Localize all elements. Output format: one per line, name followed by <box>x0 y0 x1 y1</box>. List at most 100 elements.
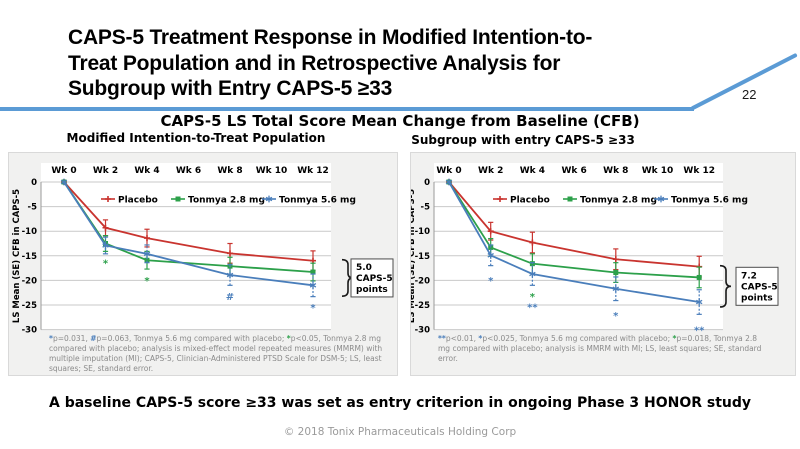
page-title-line-3: Subgroup with Entry CAPS-5 ≥33 <box>68 77 393 101</box>
y-tick-label: -20 <box>415 276 430 286</box>
chart-footnote: *p=0.031, #p=0.063, Tonmya 5.6 mg compar… <box>49 334 387 374</box>
square-marker-icon <box>696 274 702 280</box>
star-marker-icon <box>226 271 234 279</box>
plus-marker-icon <box>102 224 109 231</box>
footnote-significance-symbol: ** <box>438 334 446 343</box>
page-title: CAPS-5 Treatment Response in Modified In… <box>68 25 708 102</box>
legend-label: Tonmya 2.8 mg <box>580 196 657 206</box>
significance-marker: * <box>144 276 150 287</box>
x-axis-label: Wk 4 <box>520 166 545 176</box>
significance-marker: * <box>103 259 109 270</box>
plus-marker-icon <box>144 235 150 242</box>
square-marker-icon <box>310 269 316 275</box>
significance-marker: * <box>530 292 536 303</box>
footnote-text: p<0.05, Tonmya 2.8 mg compared with plac… <box>49 334 383 373</box>
y-tick-label: 0 <box>31 178 37 188</box>
line-chart: 0 -5 -10 -15 -20 -25 -30 Wk 0 Wk 2 Wk 4 Wk 6 Wk 8 Wk… <box>411 163 779 335</box>
x-axis-label: Wk 0 <box>51 166 76 176</box>
legend-item: Tonmya 2.8 mg <box>171 196 265 206</box>
plus-marker-icon <box>105 196 111 202</box>
square-marker-icon <box>144 257 150 263</box>
plus-marker-icon <box>497 196 503 202</box>
x-axis-label: Wk 6 <box>561 166 586 176</box>
right-chart-panel: 0 -5 -10 -15 -20 -25 -30 Wk 0 Wk 2 Wk 4 Wk 6 Wk 8 Wk… <box>410 152 796 376</box>
star-marker-icon <box>445 178 453 186</box>
x-axis-label: Wk 2 <box>93 166 118 176</box>
footnote-text: p=0.063, Tonmya 5.6 mg compared with pla… <box>96 334 287 343</box>
legend-item: Placebo <box>493 196 550 206</box>
y-tick-label: -10 <box>415 227 430 237</box>
x-axis-label: Wk 6 <box>176 166 201 176</box>
significance-marker: * <box>488 276 494 287</box>
y-tick-label: -25 <box>415 301 430 311</box>
y-tick-label: -20 <box>22 276 37 286</box>
callout-text: CAPS-5 <box>356 274 393 284</box>
plus-marker-icon <box>612 256 619 263</box>
star-marker-icon <box>60 178 68 186</box>
star-marker-icon <box>102 242 109 249</box>
legend-item: Placebo <box>101 196 158 206</box>
square-marker-icon <box>175 196 181 202</box>
x-axis-label: Wk 12 <box>297 166 329 176</box>
significance-marker: ** <box>527 303 538 314</box>
page-title-line-1: CAPS-5 Treatment Response in Modified In… <box>68 26 593 49</box>
star-marker-icon <box>612 285 620 293</box>
star-marker-icon <box>487 251 494 259</box>
difference-callout-box <box>735 266 779 306</box>
legend-label: Placebo <box>510 196 550 206</box>
plot-area <box>434 163 723 330</box>
charts-section-title: CAPS-5 LS Total Score Mean Change from B… <box>160 112 640 130</box>
legend-label: Tonmya 5.6 mg <box>279 196 356 206</box>
chart-footnote: **p<0.01, *p<0.025, Tonmya 5.6 mg compar… <box>438 334 770 364</box>
footnote-text: p=0.018, Tonmya 2.8 mg compared with pla… <box>438 334 762 363</box>
y-axis-title: LS Mean (SE) CFB in CAPS-5 <box>12 189 22 323</box>
plus-marker-icon <box>487 228 494 235</box>
footnote-text: p<0.025, Tonmya 5.6 mg compared with pla… <box>482 334 673 343</box>
y-tick-label: -15 <box>22 252 37 262</box>
significance-marker: * <box>310 303 316 314</box>
y-tick-label: -5 <box>421 203 431 213</box>
page-number: 22 <box>742 87 757 102</box>
plot-area <box>41 163 331 330</box>
y-tick-label: -30 <box>22 326 37 335</box>
y-tick-label: -5 <box>28 203 38 213</box>
significance-marker: * <box>613 311 619 322</box>
y-tick-label: -10 <box>22 227 37 237</box>
callout-text: CAPS-5 <box>741 282 778 292</box>
star-marker-icon <box>657 195 665 203</box>
significance-marker: # <box>226 292 234 303</box>
star-marker-icon <box>265 195 273 203</box>
legend-label: Placebo <box>118 196 158 206</box>
copyright-text: © 2018 Tonix Pharmaceuticals Holding Cor… <box>283 426 517 438</box>
y-tick-label: -30 <box>415 326 430 335</box>
accent-line-horizontal <box>0 107 694 111</box>
callout-text: 5.0 <box>356 263 372 273</box>
footnote-significance-symbol: * <box>49 334 53 343</box>
page-title-line-2: Treat Population and in Retrospective An… <box>68 51 561 75</box>
legend-item: Tonmya 5.6 mg <box>654 196 748 206</box>
star-marker-icon <box>529 270 536 278</box>
callout-text: 7.2 <box>741 271 757 281</box>
footnote-text: p<0.01, <box>445 334 479 343</box>
series-tonmya-5-6-mg <box>445 178 703 315</box>
square-marker-icon <box>567 196 573 202</box>
legend-label: Tonmya 2.8 mg <box>188 196 265 206</box>
star-marker-icon <box>309 281 317 289</box>
x-axis-label: Wk 0 <box>436 166 461 176</box>
star-marker-icon <box>143 250 151 258</box>
line-chart: 0 -5 -10 -15 -20 -25 -30 Wk 0 Wk 2 Wk 4 Wk 6 Wk 8 Wk… <box>12 163 394 335</box>
right-chart-title: Subgroup with entry CAPS-5 ≥33 <box>411 133 635 147</box>
x-axis-label: Wk 2 <box>478 166 503 176</box>
callout-text: points <box>741 293 773 303</box>
x-axis-label: Wk 8 <box>603 166 628 176</box>
legend-label: Tonmya 5.6 mg <box>671 196 748 206</box>
y-axis-title: LS Mean (SE) CFB in CAPS-5 <box>411 189 417 323</box>
callout-text: points <box>356 285 388 295</box>
legend-item: Tonmya 5.6 mg <box>262 196 356 206</box>
footnote-significance-symbol: * <box>478 334 483 343</box>
x-axis-label: Wk 4 <box>134 166 159 176</box>
y-tick-label: -25 <box>22 301 37 311</box>
x-axis-label: Wk 10 <box>642 166 674 176</box>
series-tonmya-5-6-mg <box>60 178 317 298</box>
